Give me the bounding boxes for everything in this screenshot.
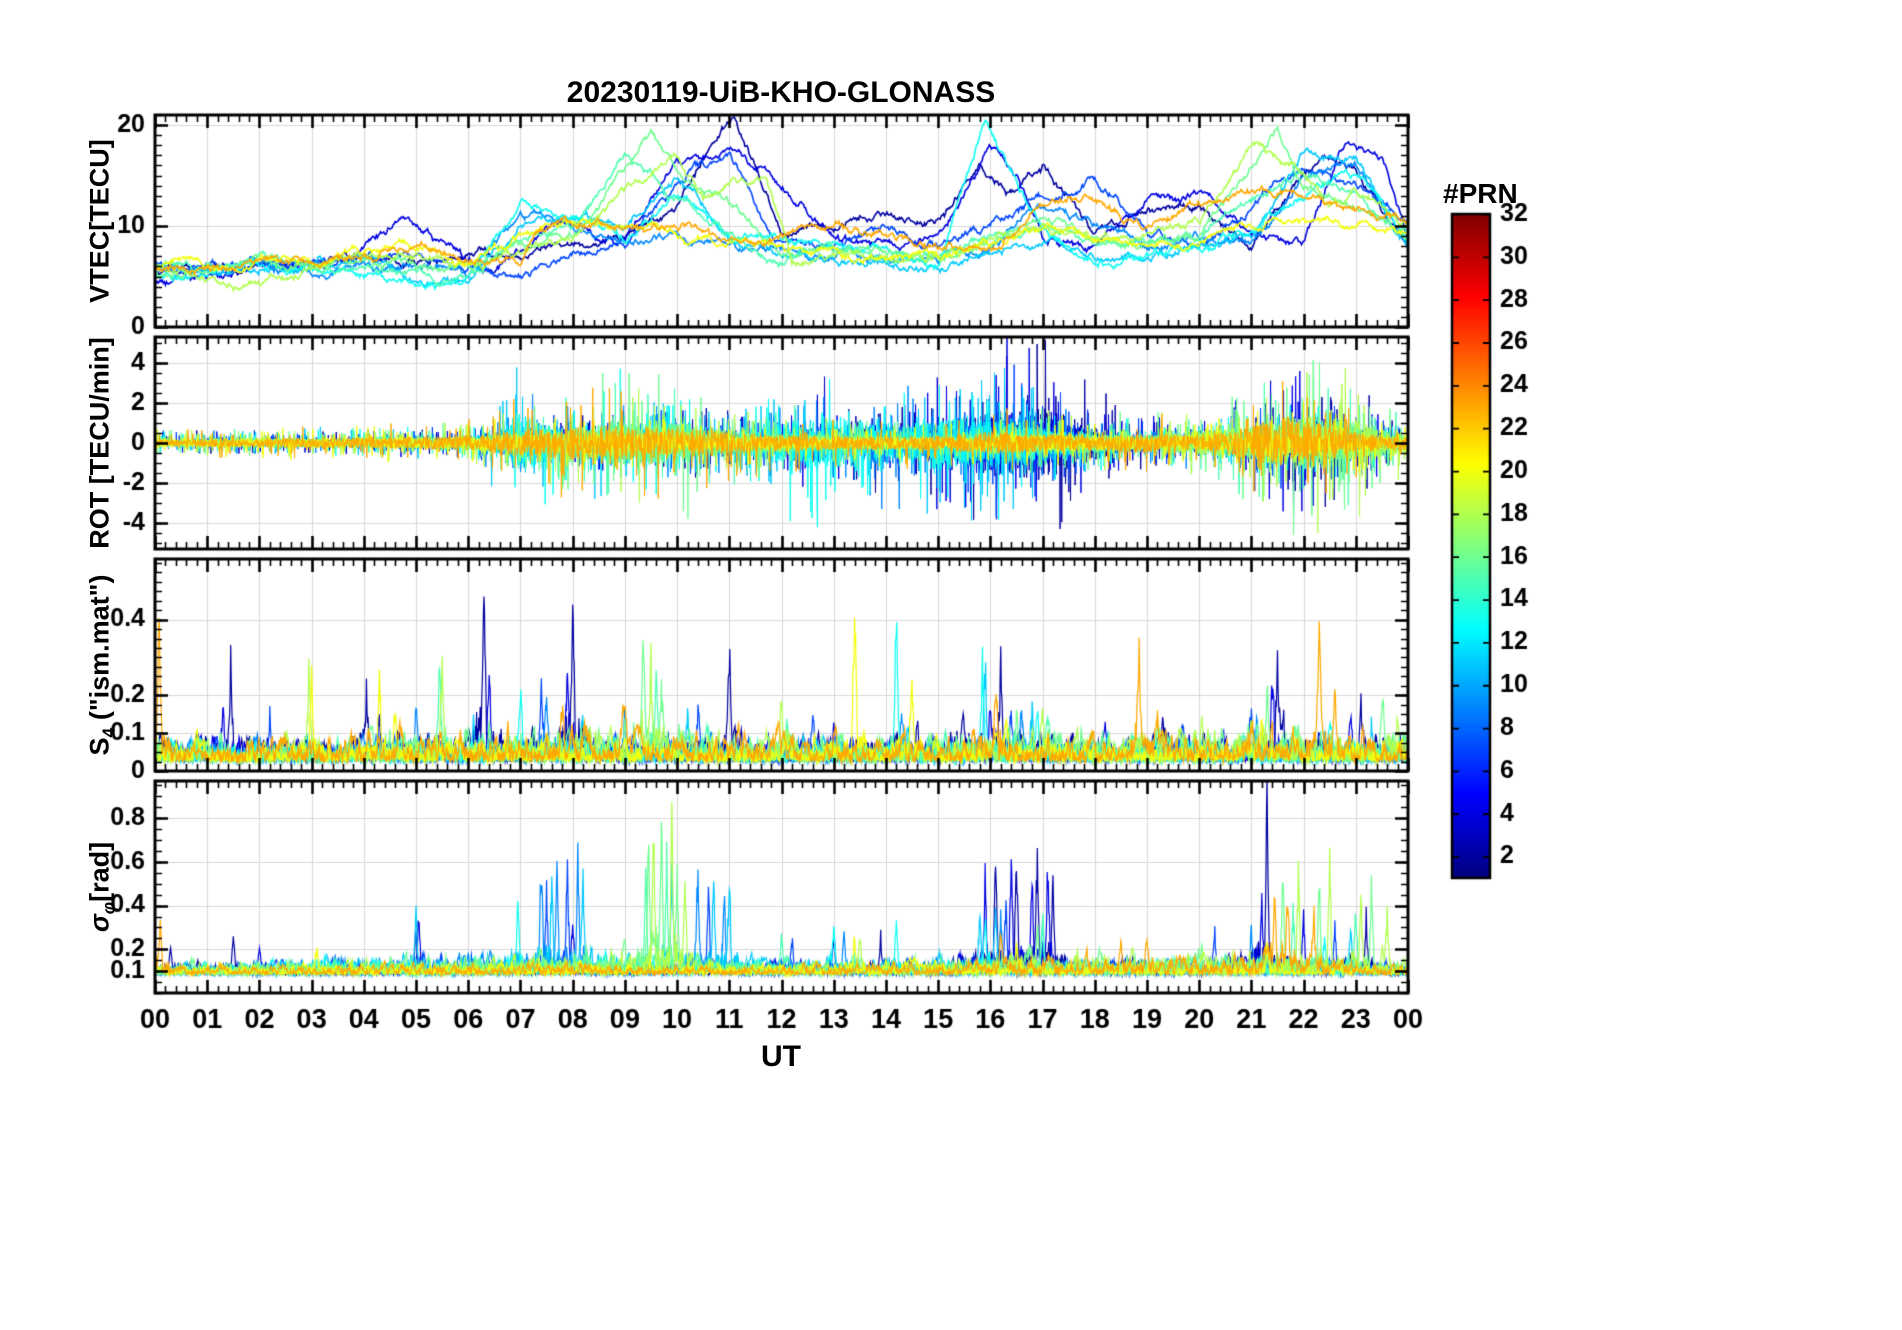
s4-label-rest: ("ism.mat")	[84, 574, 115, 728]
phi-subscript: φ	[98, 901, 119, 915]
colorbar-label: #PRN	[1443, 178, 1518, 209]
sigma-label-rest: [rad]	[84, 841, 115, 902]
y-axis-label-sigma-phi: σφ[rad]	[84, 841, 119, 933]
chart-title: 20230119-UiB-KHO-GLONASS	[566, 76, 996, 109]
x-axis-label: UT	[761, 1040, 801, 1073]
y-axis-label-s4: S4 ("ism.mat")	[84, 574, 119, 756]
y-axis-label-vtec: VTEC[TECU]	[84, 139, 115, 303]
s4-symbol: S	[84, 737, 115, 756]
s4-subscript: 4	[98, 727, 119, 738]
sigma-symbol: σ	[84, 914, 115, 933]
y-axis-label-rot: ROT [TECU/min]	[84, 337, 115, 549]
